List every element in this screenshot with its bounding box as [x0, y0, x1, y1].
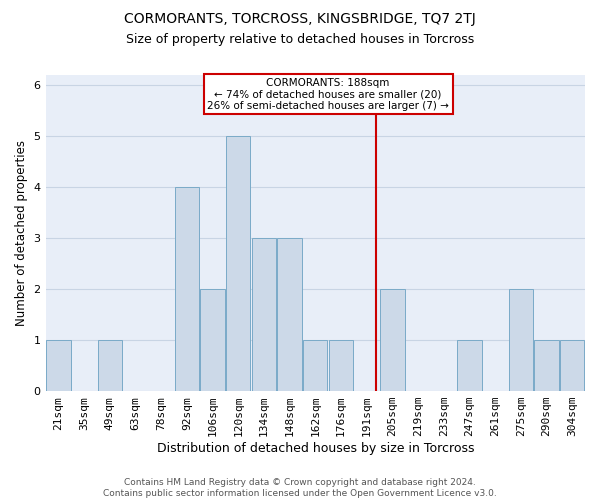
Bar [534, 340, 559, 391]
Bar [46, 340, 71, 391]
Text: CORMORANTS, TORCROSS, KINGSBRIDGE, TQ7 2TJ: CORMORANTS, TORCROSS, KINGSBRIDGE, TQ7 2… [124, 12, 476, 26]
Bar [560, 340, 584, 391]
Bar [380, 289, 404, 391]
X-axis label: Distribution of detached houses by size in Torcross: Distribution of detached houses by size … [157, 442, 474, 455]
Bar [175, 187, 199, 391]
Bar [303, 340, 328, 391]
Bar [200, 289, 225, 391]
Bar [251, 238, 276, 391]
Text: Contains HM Land Registry data © Crown copyright and database right 2024.
Contai: Contains HM Land Registry data © Crown c… [103, 478, 497, 498]
Bar [509, 289, 533, 391]
Bar [226, 136, 250, 391]
Bar [277, 238, 302, 391]
Bar [457, 340, 482, 391]
Text: CORMORANTS: 188sqm
← 74% of detached houses are smaller (20)
26% of semi-detache: CORMORANTS: 188sqm ← 74% of detached hou… [207, 78, 449, 110]
Text: Size of property relative to detached houses in Torcross: Size of property relative to detached ho… [126, 32, 474, 46]
Y-axis label: Number of detached properties: Number of detached properties [15, 140, 28, 326]
Bar [329, 340, 353, 391]
Bar [98, 340, 122, 391]
